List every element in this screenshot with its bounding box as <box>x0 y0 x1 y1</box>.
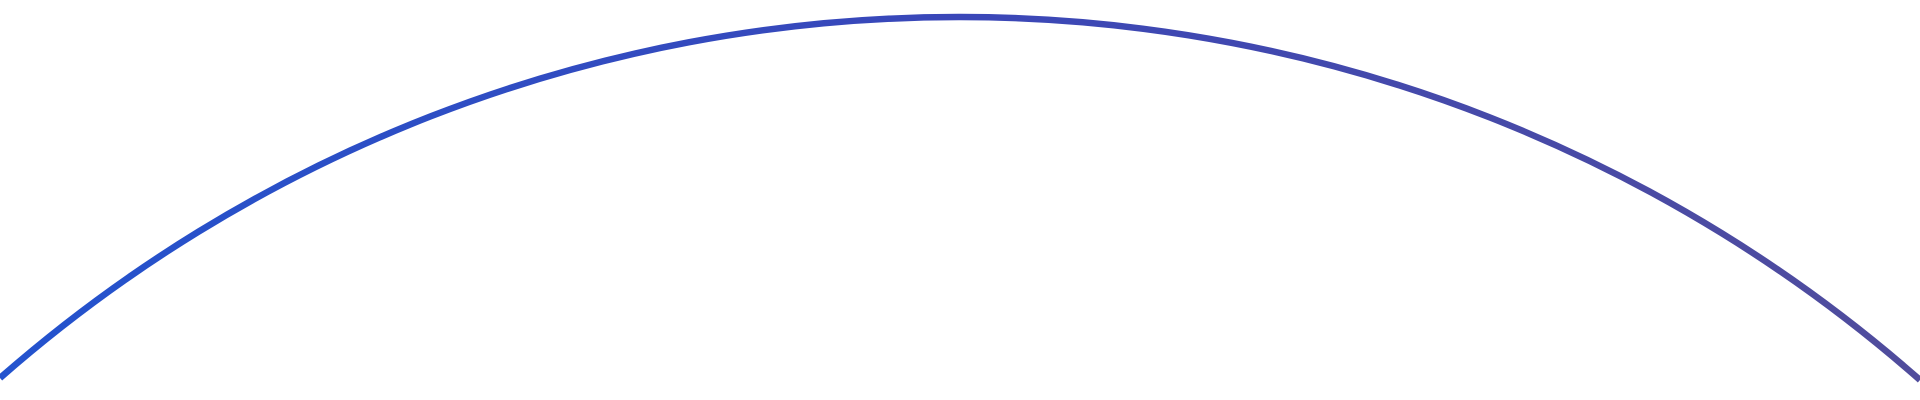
arc-curve-path <box>0 13 1920 383</box>
